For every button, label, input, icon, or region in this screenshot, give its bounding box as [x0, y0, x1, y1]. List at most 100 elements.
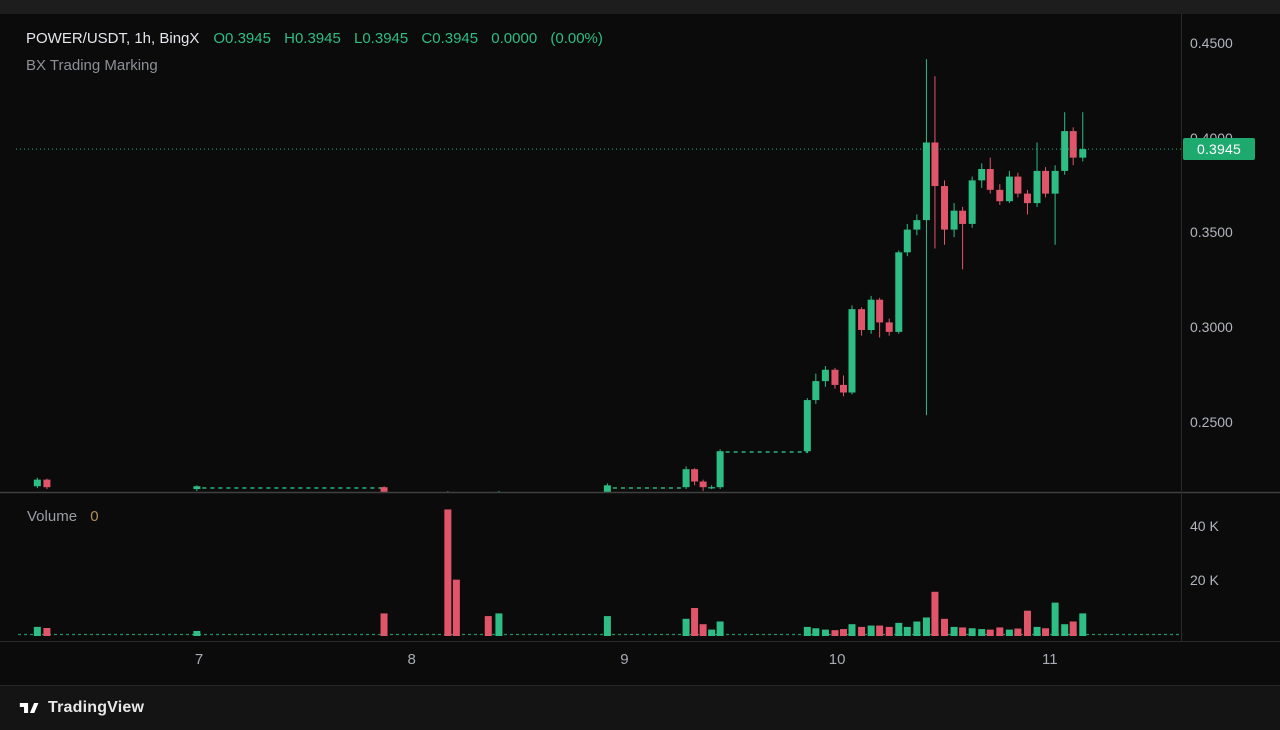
volume-bar — [682, 618, 690, 636]
candle-body — [941, 186, 949, 230]
volume-value: 0 — [90, 508, 99, 525]
volume-bar — [978, 629, 986, 636]
volume-bar — [603, 616, 611, 636]
volume-legend: Volume 0 — [27, 508, 99, 525]
time-tick-label: 8 — [407, 651, 416, 668]
candle-body — [1069, 131, 1077, 158]
volume-bar — [1042, 628, 1050, 636]
chart-legend: POWER/USDT, 1h, BingX O0.3945 H0.3945 L0… — [26, 28, 612, 77]
candle-body — [922, 142, 930, 221]
volume-bar — [380, 613, 388, 636]
high-value: H0.3945 — [284, 30, 341, 47]
time-tick-label: 9 — [620, 651, 629, 668]
volume-bar — [444, 509, 452, 636]
candle-body — [444, 494, 451, 499]
volume-bar — [1061, 624, 1069, 636]
candle-body — [867, 299, 875, 330]
tradingview-logo-link[interactable]: TradingView — [18, 697, 144, 719]
time-axis[interactable]: 7 8 9 10 11 — [0, 641, 1181, 685]
candle-body — [803, 400, 811, 452]
volume-tick-label: 20 K — [1190, 572, 1219, 588]
price-tick-label: 0.3000 — [1190, 319, 1233, 336]
candle-body — [876, 299, 884, 323]
volume-bar — [831, 630, 839, 636]
candle-body — [931, 142, 939, 187]
candle-body — [812, 381, 820, 401]
volume-bar — [1079, 613, 1087, 636]
volume-bar — [716, 621, 724, 636]
time-tick-label: 10 — [828, 651, 846, 668]
candle-body — [603, 485, 611, 492]
candle-body — [43, 479, 51, 488]
candle-body — [950, 210, 958, 230]
candle-body — [1005, 176, 1013, 202]
price-tick-label: 0.4500 — [1190, 35, 1233, 51]
price-tick-label: 0.3500 — [1190, 224, 1233, 241]
candle-body — [848, 309, 856, 393]
volume-bar — [193, 630, 201, 636]
volume-bar — [848, 624, 856, 636]
tradingview-brand-text: TradingView — [48, 699, 145, 716]
change-value: 0.0000 — [491, 30, 538, 47]
candle-body — [485, 499, 492, 500]
volume-bar — [1014, 628, 1022, 636]
volume-label[interactable]: Volume — [27, 508, 78, 525]
candle-body — [996, 189, 1004, 202]
candle-body — [821, 369, 829, 382]
window-top-strip — [0, 0, 1280, 14]
volume-bar — [33, 626, 41, 636]
volume-bar — [452, 579, 460, 636]
volume-bar — [821, 629, 829, 636]
candle-body — [1033, 170, 1041, 204]
volume-bar — [1005, 629, 1013, 636]
tradingview-logo-icon — [19, 702, 39, 714]
volume-bar — [839, 629, 847, 636]
volume-bar — [1023, 610, 1031, 636]
candle-body — [903, 229, 911, 253]
candle-body — [968, 180, 976, 224]
candle-body — [978, 169, 986, 181]
candle-body — [831, 369, 839, 385]
close-value: C0.3945 — [421, 30, 479, 47]
low-value: L0.3945 — [354, 30, 409, 47]
chart-subtitle: BX Trading Marking — [26, 57, 158, 74]
volume-bar — [699, 624, 707, 636]
candle-body — [691, 469, 699, 482]
volume-bar — [903, 626, 911, 636]
volume-bar — [1069, 621, 1077, 636]
candle-body — [682, 469, 690, 488]
volume-bar — [867, 625, 875, 636]
candle-body — [193, 486, 201, 490]
candle-body — [959, 210, 967, 224]
volume-bar — [708, 629, 716, 636]
symbol-title[interactable]: POWER/USDT, 1h, BingX — [26, 30, 200, 47]
candle-body — [1061, 131, 1069, 171]
volume-bar — [876, 625, 884, 636]
candle-body — [1079, 149, 1087, 158]
time-tick-label: 7 — [194, 651, 204, 668]
candle-body — [1023, 193, 1031, 204]
last-price-value: 0.3945 — [1196, 141, 1242, 158]
volume-bar — [495, 613, 503, 636]
volume-bar — [959, 627, 967, 636]
volume-bar — [968, 628, 976, 636]
volume-bar — [812, 628, 820, 636]
candle-body — [1014, 176, 1022, 194]
candle-body — [986, 169, 994, 190]
volume-bar — [931, 591, 939, 636]
candle-body — [885, 322, 893, 332]
volume-tick-label: 40 K — [1190, 518, 1219, 534]
ohlc-values: O0.3945 H0.3945 L0.3945 C0.3945 0.0000 (… — [213, 28, 612, 50]
change-pct-value: (0.00%) — [550, 30, 603, 47]
volume-bar — [922, 617, 930, 636]
candle-body — [716, 451, 724, 488]
volume-bar — [950, 626, 958, 636]
price-pane[interactable] — [33, 59, 1087, 502]
open-value: O0.3945 — [213, 30, 271, 47]
volume-bar — [996, 627, 1004, 636]
candle-body — [1042, 170, 1050, 194]
candle-body — [699, 481, 707, 488]
